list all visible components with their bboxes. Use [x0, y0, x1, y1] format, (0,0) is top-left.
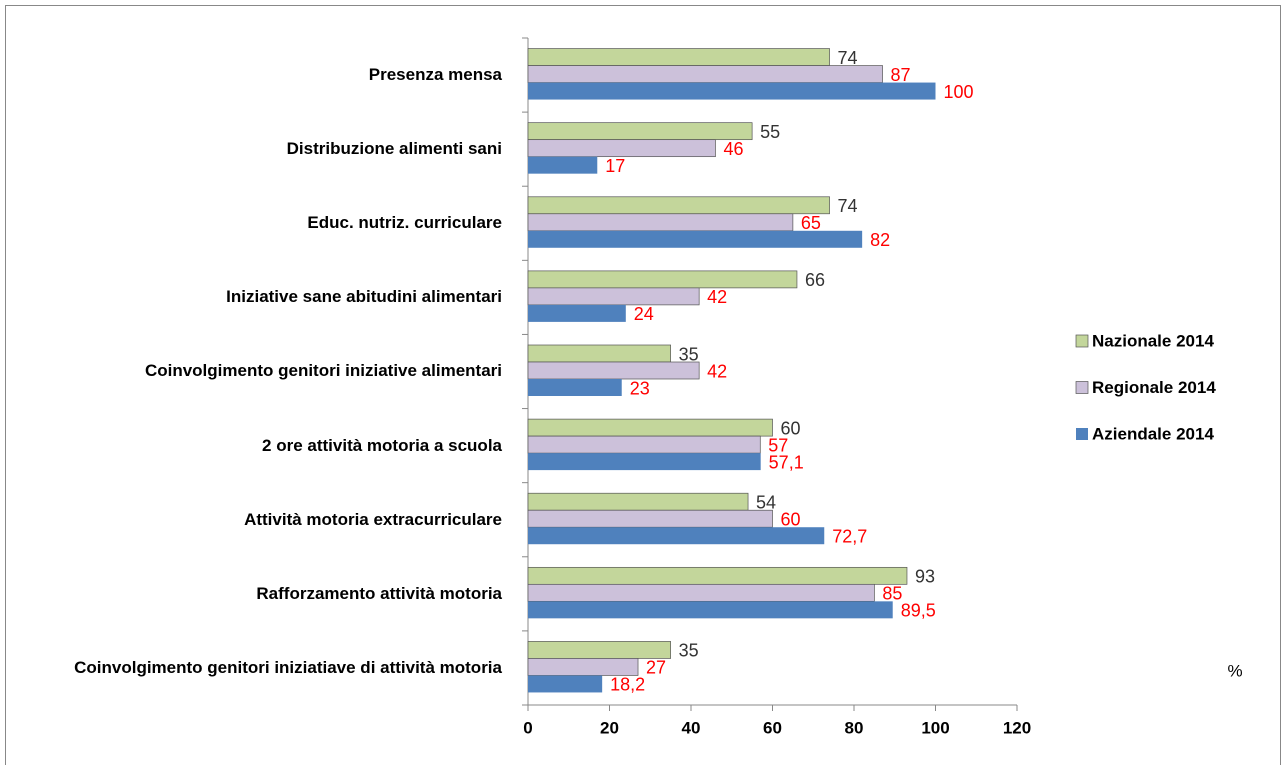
bar: [528, 453, 761, 471]
legend-label: Aziendale 2014: [1092, 424, 1214, 443]
bar: [527, 139, 716, 158]
category-label: Educ. nutriz. curriculare: [307, 213, 502, 233]
data-label: 17: [605, 156, 625, 176]
data-label: 18,2: [610, 675, 645, 695]
category-label: Coinvolgimento genitori iniziative alime…: [144, 361, 502, 381]
data-label: 89,5: [901, 601, 936, 621]
data-label: 66: [805, 270, 825, 290]
data-label: 74: [838, 196, 858, 216]
data-label: 42: [707, 287, 727, 307]
x-tick-label: 60: [763, 718, 782, 737]
bar: [527, 583, 875, 602]
bar: [527, 418, 773, 437]
legend-label: Regionale 2014: [1092, 378, 1216, 397]
bar: [527, 344, 671, 363]
bar: [527, 213, 794, 232]
category-label: Iniziative sane abitudini alimentari: [226, 287, 502, 307]
data-label: 23: [630, 378, 650, 398]
data-label: 60: [781, 509, 801, 529]
category-label-box: Attività motoria extracurriculare: [10, 483, 502, 557]
frame: [5, 5, 1281, 765]
data-label: 27: [646, 658, 666, 678]
bar: [527, 658, 639, 676]
data-label: 57,1: [769, 452, 804, 472]
legend-swatch: [1075, 334, 1089, 348]
data-label: 100: [944, 82, 974, 102]
data-label: 24: [634, 304, 654, 324]
x-tick-label: 80: [845, 718, 864, 737]
category-label-box: Coinvolgimento genitori iniziative alime…: [10, 334, 502, 408]
data-label: 85: [882, 584, 902, 604]
data-label: 93: [915, 567, 935, 587]
x-tick-label: 100: [921, 718, 949, 737]
data-label: 65: [801, 213, 821, 233]
bar: [527, 566, 908, 585]
bar: [528, 82, 936, 100]
x-tick-label: 120: [1003, 718, 1031, 737]
bar: [528, 601, 893, 619]
data-label: 46: [723, 139, 743, 159]
bar: [528, 156, 598, 174]
x-tick-label: 0: [523, 718, 532, 737]
bar: [527, 435, 761, 454]
data-label: 54: [756, 492, 776, 512]
category-label: Coinvolgimento genitori iniziatiave di a…: [74, 657, 502, 677]
data-label: 42: [707, 361, 727, 381]
legend-label: Nazionale 2014: [1092, 331, 1214, 350]
bar: [528, 304, 626, 322]
bar: [527, 65, 883, 83]
bar: [528, 379, 622, 396]
bar: [527, 509, 773, 528]
data-label: 60: [781, 418, 801, 438]
data-label: 74: [838, 48, 858, 68]
bar: [528, 527, 825, 545]
category-label-box: Coinvolgimento genitori iniziatiave di a…: [10, 631, 502, 705]
data-label: 35: [679, 641, 699, 661]
category-label: 2 ore attività motoria a scuola: [262, 435, 502, 455]
category-label: Presenza mensa: [368, 65, 502, 84]
category-label: Rafforzamento attività motoria: [256, 583, 502, 603]
data-label: 55: [760, 122, 780, 142]
category-label-box: Presenza mensa: [10, 38, 502, 112]
x-tick-label: 40: [682, 718, 701, 737]
category-label: Attività motoria extracurriculare: [244, 509, 502, 529]
bar: [527, 196, 830, 215]
bar: [528, 230, 863, 248]
bar: [527, 122, 753, 141]
category-label-box: Distribuzione alimenti sani: [10, 112, 502, 186]
legend-swatch: [1076, 428, 1088, 440]
category-label-box: Educ. nutriz. curriculare: [10, 186, 502, 260]
legend-swatch: [1075, 381, 1089, 394]
bar: [527, 48, 830, 66]
category-label-box: Rafforzamento attività motoria: [10, 557, 502, 631]
data-label: 87: [891, 65, 911, 85]
category-label: Distribuzione alimenti sani: [286, 139, 502, 159]
x-axis-label: %: [1227, 661, 1242, 680]
data-label: 82: [870, 230, 890, 250]
bar: [527, 492, 749, 511]
bar: [527, 361, 700, 380]
bar: [527, 270, 798, 289]
category-label-box: 2 ore attività motoria a scuola: [10, 409, 502, 483]
bar: [528, 675, 603, 693]
data-label: 72,7: [832, 526, 867, 546]
x-tick-label: 20: [600, 718, 619, 737]
bar: [527, 287, 700, 306]
bar: [527, 641, 671, 659]
category-label-box: Iniziative sane abitudini alimentari: [10, 260, 502, 334]
data-label: 35: [679, 344, 699, 364]
data-label: 57: [768, 435, 788, 455]
